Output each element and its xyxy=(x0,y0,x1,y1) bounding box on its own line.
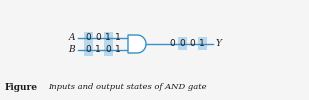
Text: 1: 1 xyxy=(115,34,121,42)
Text: 1: 1 xyxy=(199,40,205,48)
Bar xyxy=(178,37,187,50)
Text: Y: Y xyxy=(216,40,222,48)
Text: 0: 0 xyxy=(85,46,91,54)
Text: 0: 0 xyxy=(105,46,111,54)
Text: Inputs and output states of AND gate: Inputs and output states of AND gate xyxy=(48,83,207,91)
Text: Figure: Figure xyxy=(5,82,38,92)
Text: 1: 1 xyxy=(115,46,121,54)
Bar xyxy=(104,32,113,56)
Bar xyxy=(84,32,93,56)
Bar xyxy=(198,37,207,50)
Text: 0: 0 xyxy=(179,40,185,48)
Text: 0: 0 xyxy=(189,40,195,48)
Text: 0: 0 xyxy=(95,34,101,42)
Text: 1: 1 xyxy=(105,34,111,42)
Text: A: A xyxy=(69,34,75,42)
Text: 0: 0 xyxy=(85,34,91,42)
Text: 1: 1 xyxy=(95,46,101,54)
Text: B: B xyxy=(68,46,75,54)
Text: 0: 0 xyxy=(169,40,175,48)
Polygon shape xyxy=(128,35,146,53)
